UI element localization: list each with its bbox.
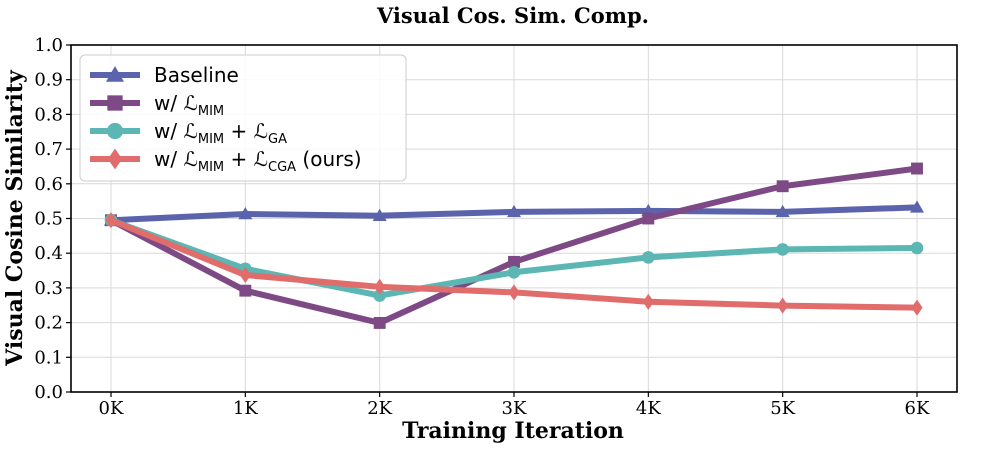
legend-subscript: MIM [198,160,224,175]
y-tick-label: 0.0 [34,382,63,403]
legend-marker [106,66,124,82]
data-point [911,162,923,175]
legend-subscript: MIM [198,132,224,147]
legend-symbol: ℒ [183,147,197,171]
legend-suffix: + [224,147,253,171]
legend-marker [107,148,123,170]
data-point [508,284,520,301]
y-tick-label: 0.8 [34,104,63,125]
data-point [910,200,924,213]
data-point [372,208,387,221]
y-tick-label: 0.9 [34,70,63,91]
data-point [642,251,655,264]
y-tick-label: 0.6 [34,174,63,195]
legend-prefix: Baseline [154,63,239,87]
data-point [239,284,252,297]
x-tick-label: 6K [905,398,930,419]
data-point [374,278,386,295]
data-point [373,316,386,329]
y-axis-label: Visual Cosine Similarity [2,69,28,367]
legend-prefix: w/ [154,91,183,115]
legend-prefix: w/ [154,147,183,171]
legend-subscript: MIM [198,104,224,119]
y-tick-label: 0.5 [34,209,63,230]
legend-label: Baseline [154,63,239,87]
data-point [775,204,790,218]
legend-suffix: (ours) [296,147,362,171]
legend: Baseline w/ ℒMIM​w/ ℒMIM + ℒGA​w/ ℒMIM + … [79,54,407,182]
series-layer [104,162,924,329]
data-point [238,206,253,220]
data-point [239,267,251,284]
data-point [508,255,520,268]
x-tick-label: 2K [367,398,392,419]
x-tick-label: 4K [636,398,661,419]
data-point [507,204,521,218]
x-tick-label: 5K [770,398,795,419]
legend-item: w/ ℒMIM​ [90,91,224,119]
data-point [105,212,117,229]
x-axis-label: Training Iteration [402,418,624,444]
data-point [507,265,521,279]
legend-symbol: ℒ [254,147,268,171]
legend-box [79,54,407,182]
legend-prefix: w/ [154,119,183,143]
series-3 [105,212,923,316]
y-tick-label: 1.0 [34,35,63,56]
legend-subscript: CGA [268,160,296,175]
tick-labels: 0.0 0.1 0.2 0.3 0.4 0.5 0.6 0.7 0.8 0.9 1.0 0K 1K 2K 3… [34,35,930,419]
legend-label: w/ ℒMIM​ [154,91,224,119]
legend-item: w/ ℒMIM + ℒCGA (ours) [90,147,362,175]
legend-marker [107,95,123,111]
data-point [642,293,654,310]
data-point [642,212,655,225]
y-tick-label: 0.4 [34,243,63,264]
x-tick-label: 3K [502,398,527,419]
legend-item: w/ ℒMIM + ℒGA​ [90,119,287,147]
legend-suffix: + [224,119,253,143]
data-point [776,180,789,193]
data-point [910,241,924,255]
legend-symbol: ℒ [183,91,197,115]
y-tick-label: 0.1 [34,347,63,368]
data-point [373,289,386,302]
y-tick-label: 0.7 [34,139,63,160]
series-0 [104,200,924,226]
x-tick-label: 0K [99,398,124,419]
data-point [776,243,789,256]
chart-title: Visual Cos. Sim. Comp. [376,3,649,28]
legend-label: w/ ℒMIM + ℒGA​ [154,119,287,147]
legend-marker [106,122,124,140]
legend-item: Baseline [90,63,239,87]
legend-subscript: GA [268,132,287,147]
data-point [911,299,923,316]
legend-symbol: ℒ [254,119,268,143]
legend-symbol: ℒ [183,119,197,143]
y-tick-label: 0.2 [34,313,63,334]
y-tick-label: 0.3 [34,278,63,299]
data-point [777,297,789,314]
x-tick-label: 1K [233,398,258,419]
legend-label: w/ ℒMIM + ℒCGA (ours) [154,147,362,175]
